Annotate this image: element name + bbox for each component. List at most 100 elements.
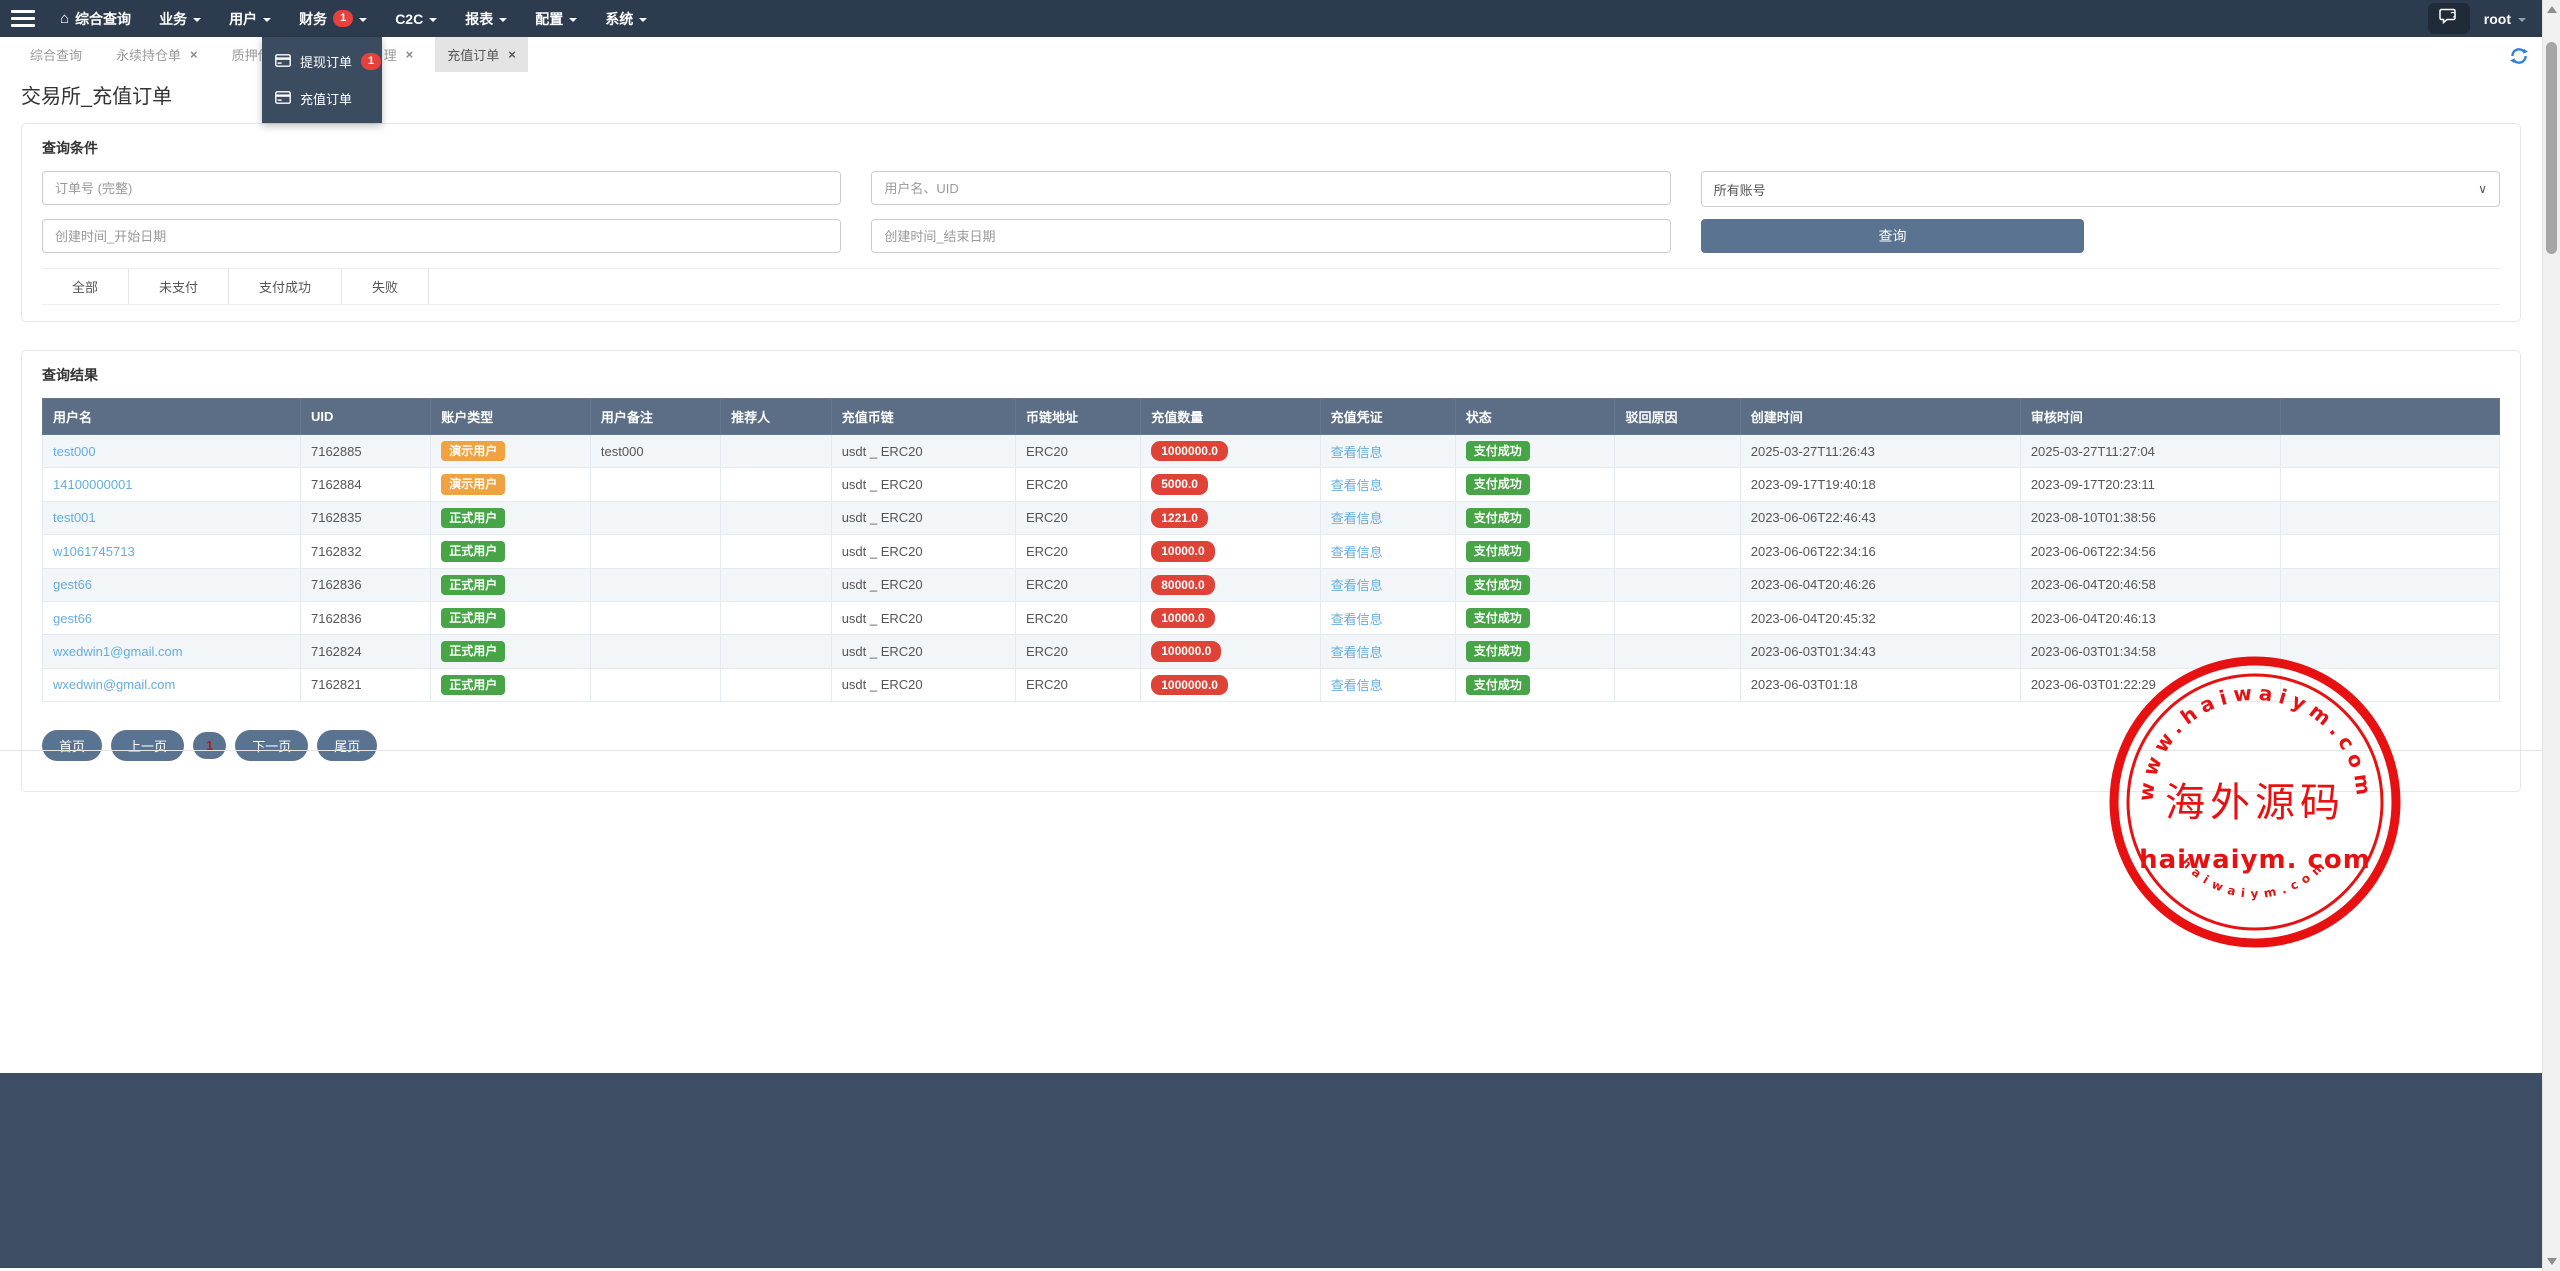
- menu-item-提现订单[interactable]: 提现订单 1: [262, 43, 382, 80]
- cell-username: gest66: [42, 600, 301, 636]
- vertical-scrollbar[interactable]: [2542, 0, 2560, 1271]
- cell-amount: 1221.0: [1140, 500, 1321, 536]
- view-info-link[interactable]: 查看信息: [1330, 645, 1383, 661]
- top-navbar: ⌂ 综合查询 业务 用户 财务 1 C2C 报表 配置 系统 root: [0, 0, 2542, 37]
- tab-理[interactable]: 理 ×: [372, 37, 426, 72]
- cell-actions: [2280, 500, 2500, 536]
- column-header-驳回原因: 驳回原因: [1614, 398, 1741, 435]
- view-info-link[interactable]: 查看信息: [1330, 611, 1383, 627]
- cell-audit-time: 2023-08-10T01:38:56: [2019, 500, 2282, 536]
- account-type-badge: 正式用户: [441, 607, 506, 629]
- username-link[interactable]: gest66: [53, 610, 93, 626]
- filter-未支付[interactable]: 未支付: [129, 269, 230, 304]
- scroll-down-arrow-icon[interactable]: [2547, 1258, 2557, 1265]
- scrollbar-thumb[interactable]: [2546, 42, 2557, 254]
- username-link[interactable]: w1061745713: [53, 543, 135, 559]
- nav-item-财务[interactable]: 财务 1: [299, 9, 368, 29]
- status-badge: 支付成功: [1465, 541, 1530, 562]
- cell-referrer: [720, 600, 832, 636]
- cell-status: 支付成功: [1454, 667, 1616, 703]
- view-info-link[interactable]: 查看信息: [1330, 444, 1383, 460]
- date-start-input[interactable]: [42, 219, 842, 253]
- page-button-下一页[interactable]: 下一页: [235, 730, 309, 762]
- nav-item-报表[interactable]: 报表: [465, 9, 508, 29]
- user-input[interactable]: [871, 171, 1671, 205]
- filter-失败[interactable]: 失败: [342, 269, 430, 304]
- cell-created-time: 2023-06-03T01:18: [1739, 667, 2021, 703]
- nav-item-业务[interactable]: 业务: [159, 9, 202, 29]
- view-info-link[interactable]: 查看信息: [1330, 678, 1383, 694]
- username-link[interactable]: test000: [53, 443, 96, 459]
- nav-item-配置[interactable]: 配置: [535, 9, 578, 29]
- scroll-up-arrow-icon[interactable]: [2547, 6, 2557, 13]
- cell-audit-time: 2023-06-03T01:22:29: [2019, 667, 2282, 703]
- page-button-尾页[interactable]: 尾页: [317, 730, 378, 762]
- close-icon[interactable]: ×: [508, 47, 516, 62]
- view-info-link[interactable]: 查看信息: [1330, 578, 1383, 594]
- chevron-down-icon: [639, 17, 648, 22]
- tab-label: 永续持仓单: [116, 48, 182, 63]
- tab-永续持仓单[interactable]: 永续持仓单 ×: [104, 37, 210, 72]
- cell-amount: 1000000.0: [1140, 433, 1321, 469]
- nav-item-label: C2C: [395, 10, 424, 27]
- cell-audit-time: 2023-06-06T22:34:56: [2019, 534, 2282, 569]
- cell-uid: 7162835: [299, 500, 432, 536]
- nav-item-label: 财务: [299, 10, 328, 27]
- username-link[interactable]: 14100000001: [53, 477, 133, 493]
- nav-item-label: 配置: [535, 10, 564, 27]
- menu-item-label: 提现订单: [300, 55, 353, 70]
- page-button-current[interactable]: 1: [193, 732, 227, 760]
- nav-item-label: 用户: [229, 10, 258, 27]
- status-badge: 支付成功: [1465, 674, 1530, 696]
- cell-uid: 7162821: [299, 667, 432, 703]
- refresh-button[interactable]: [2508, 45, 2530, 67]
- cell-reject-reason: [1614, 467, 1741, 502]
- filter-全部[interactable]: 全部: [42, 269, 130, 304]
- view-info-link[interactable]: 查看信息: [1330, 478, 1383, 494]
- nav-item-用户[interactable]: 用户: [229, 9, 272, 29]
- view-info-link[interactable]: 查看信息: [1330, 544, 1383, 560]
- tab-综合查询[interactable]: 综合查询: [18, 37, 94, 72]
- search-button[interactable]: 查询: [1700, 219, 2085, 253]
- close-icon[interactable]: ×: [190, 47, 198, 62]
- nav-item-label: 综合查询: [75, 10, 132, 27]
- filter-支付成功[interactable]: 支付成功: [229, 269, 343, 304]
- cell-remark: [589, 667, 722, 703]
- nav-item-系统[interactable]: 系统: [605, 9, 648, 29]
- cell-chain: ERC20: [1014, 667, 1142, 703]
- cell-chain: ERC20: [1014, 567, 1142, 602]
- cell-remark: [589, 467, 722, 502]
- cell-remark: [589, 634, 722, 669]
- account-type-badge: 正式用户: [441, 507, 506, 529]
- order-no-input[interactable]: [42, 171, 842, 205]
- username-link[interactable]: wxedwin@gmail.com: [53, 677, 176, 693]
- username-link[interactable]: test001: [53, 510, 96, 526]
- cell-account-type: 正式用户: [430, 534, 591, 569]
- status-badge: 支付成功: [1465, 574, 1530, 595]
- account-type-select[interactable]: 所有账号 ∨: [1700, 171, 2500, 207]
- close-icon[interactable]: ×: [405, 47, 414, 62]
- table-row: gest66 7162836 正式用户 usdt _ ERC20 ERC20 10000.…: [42, 600, 2500, 636]
- tab-bar: 综合查询 永续持仓单 × 质押借币理 × 充值订单 ×: [0, 37, 2542, 72]
- date-end-input[interactable]: [871, 219, 1671, 253]
- navbar-right: root: [2427, 3, 2542, 34]
- search-form: 所有账号 ∨ 查询: [42, 171, 2500, 253]
- username-link[interactable]: wxedwin1@gmail.com: [53, 644, 183, 660]
- page-button-上一页[interactable]: 上一页: [111, 730, 185, 762]
- tab-充值订单[interactable]: 充值订单 ×: [435, 37, 528, 72]
- nav-item-home[interactable]: ⌂ 综合查询: [60, 9, 131, 29]
- username-link[interactable]: gest66: [53, 577, 93, 593]
- view-info-link[interactable]: 查看信息: [1330, 511, 1383, 527]
- page-button-首页[interactable]: 首页: [42, 730, 103, 762]
- cell-amount: 5000.0: [1140, 467, 1321, 502]
- cell-remark: [589, 600, 722, 636]
- user-name: root: [2483, 10, 2511, 27]
- column-header-充值币链: 充值币链: [830, 398, 1016, 435]
- chat-button[interactable]: [2427, 3, 2470, 34]
- nav-item-C2C[interactable]: C2C: [395, 10, 438, 27]
- cell-username: gest66: [42, 567, 301, 602]
- menu-item-充值订单[interactable]: 充值订单: [262, 80, 382, 117]
- user-menu[interactable]: root: [2484, 11, 2526, 27]
- menu-toggle-hamburger-icon[interactable]: [0, 0, 46, 37]
